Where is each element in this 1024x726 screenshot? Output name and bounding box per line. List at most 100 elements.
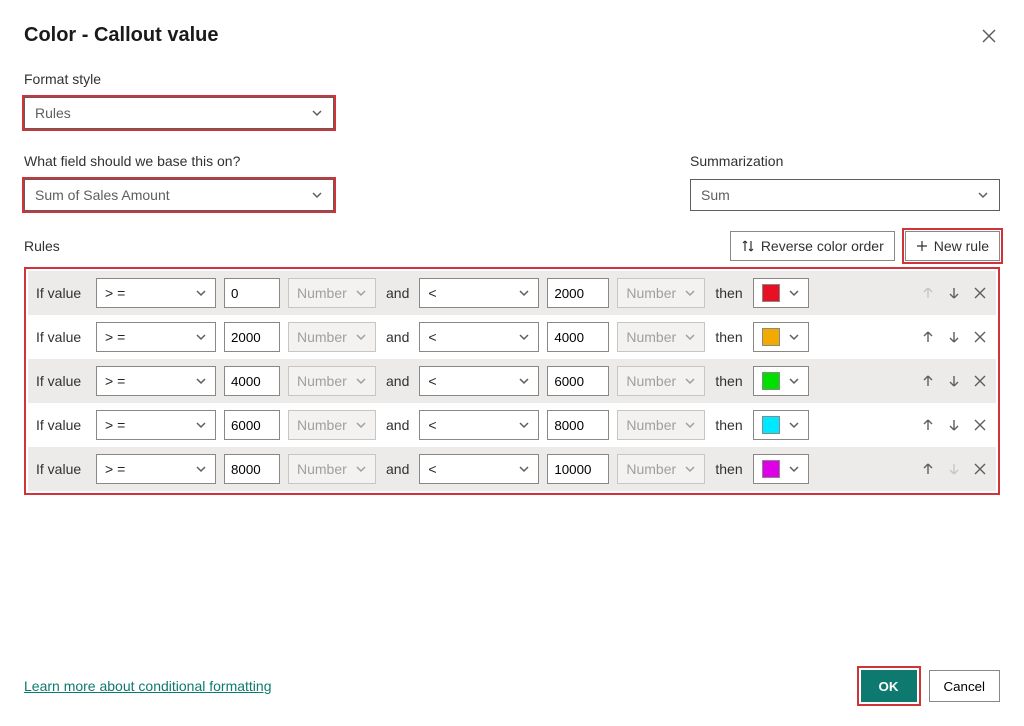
move-up-button	[920, 285, 936, 301]
type2-dropdown[interactable]: Number	[617, 278, 705, 308]
type2-dropdown[interactable]: Number	[617, 410, 705, 440]
chevron-down-icon	[195, 331, 207, 343]
operator2-dropdown[interactable]: <	[419, 278, 539, 308]
value2-input[interactable]	[547, 454, 609, 484]
operator1-dropdown[interactable]: > =	[96, 410, 216, 440]
type2-value: Number	[626, 285, 676, 301]
operator2-value: <	[428, 461, 436, 477]
move-up-button[interactable]	[920, 373, 936, 389]
chevron-down-icon	[518, 419, 530, 431]
rule-row: If value> =Numberand<Numberthen	[28, 315, 996, 359]
chevron-down-icon	[684, 331, 696, 343]
rule-row: If value> =Numberand<Numberthen	[28, 403, 996, 447]
then-label: then	[713, 461, 744, 477]
type2-dropdown[interactable]: Number	[617, 366, 705, 396]
operator1-dropdown[interactable]: > =	[96, 278, 216, 308]
color-swatch	[762, 328, 780, 346]
summarization-dropdown[interactable]: Sum	[690, 179, 1000, 211]
type1-dropdown[interactable]: Number	[288, 410, 376, 440]
operator2-dropdown[interactable]: <	[419, 410, 539, 440]
and-label: and	[384, 329, 411, 345]
value1-input[interactable]	[224, 410, 280, 440]
rules-header: Rules Reverse color order New rule	[24, 231, 1000, 261]
move-down-button[interactable]	[946, 285, 962, 301]
type2-dropdown[interactable]: Number	[617, 322, 705, 352]
format-style-label: Format style	[24, 71, 1000, 87]
field-summarization-row: What field should we base this on? Sum o…	[24, 153, 1000, 211]
format-style-dropdown[interactable]: Rules	[24, 97, 334, 129]
type2-value: Number	[626, 329, 676, 345]
cancel-button[interactable]: Cancel	[929, 670, 1001, 702]
delete-rule-button[interactable]	[972, 329, 988, 345]
plus-icon	[916, 240, 928, 252]
color-dropdown[interactable]	[753, 454, 809, 484]
value2-input[interactable]	[547, 278, 609, 308]
reverse-label: Reverse color order	[761, 238, 884, 254]
type2-value: Number	[626, 417, 676, 433]
type1-value: Number	[297, 329, 347, 345]
rule-row: If value> =Numberand<Numberthen	[28, 271, 996, 315]
chevron-down-icon	[311, 107, 323, 119]
value2-input[interactable]	[547, 410, 609, 440]
operator2-dropdown[interactable]: <	[419, 454, 539, 484]
value1-input[interactable]	[224, 454, 280, 484]
field-dropdown[interactable]: Sum of Sales Amount	[24, 179, 334, 211]
operator1-dropdown[interactable]: > =	[96, 322, 216, 352]
type1-dropdown[interactable]: Number	[288, 278, 376, 308]
move-up-button[interactable]	[920, 417, 936, 433]
type1-dropdown[interactable]: Number	[288, 366, 376, 396]
new-rule-button[interactable]: New rule	[905, 231, 1000, 261]
value2-input[interactable]	[547, 322, 609, 352]
operator2-dropdown[interactable]: <	[419, 322, 539, 352]
move-down-button[interactable]	[946, 329, 962, 345]
operator1-value: > =	[105, 329, 125, 345]
value1-input[interactable]	[224, 278, 280, 308]
value1-input[interactable]	[224, 322, 280, 352]
learn-more-link[interactable]: Learn more about conditional formatting	[24, 678, 271, 694]
color-dropdown[interactable]	[753, 278, 809, 308]
chevron-down-icon	[355, 287, 367, 299]
move-down-button[interactable]	[946, 417, 962, 433]
type2-value: Number	[626, 461, 676, 477]
type1-value: Number	[297, 417, 347, 433]
dialog-header: Color - Callout value	[24, 24, 1000, 47]
chevron-down-icon	[788, 463, 800, 475]
then-label: then	[713, 373, 744, 389]
color-swatch	[762, 284, 780, 302]
delete-rule-button[interactable]	[972, 285, 988, 301]
operator1-value: > =	[105, 373, 125, 389]
delete-rule-button[interactable]	[972, 417, 988, 433]
color-dropdown[interactable]	[753, 410, 809, 440]
then-label: then	[713, 417, 744, 433]
chevron-down-icon	[788, 419, 800, 431]
value1-input[interactable]	[224, 366, 280, 396]
operator1-dropdown[interactable]: > =	[96, 454, 216, 484]
close-button[interactable]	[978, 25, 1000, 47]
ok-button[interactable]: OK	[861, 670, 917, 702]
color-dropdown[interactable]	[753, 366, 809, 396]
dialog-title: Color - Callout value	[24, 24, 218, 47]
type1-dropdown[interactable]: Number	[288, 454, 376, 484]
rules-block: If value> =Numberand<NumberthenIf value>…	[24, 267, 1000, 495]
footer-buttons: OK Cancel	[861, 670, 1001, 702]
move-up-button[interactable]	[920, 329, 936, 345]
reverse-color-order-button[interactable]: Reverse color order	[730, 231, 895, 261]
chevron-down-icon	[977, 189, 989, 201]
chevron-down-icon	[518, 331, 530, 343]
move-up-button[interactable]	[920, 461, 936, 477]
color-dropdown[interactable]	[753, 322, 809, 352]
chevron-down-icon	[195, 419, 207, 431]
type2-dropdown[interactable]: Number	[617, 454, 705, 484]
operator1-dropdown[interactable]: > =	[96, 366, 216, 396]
value2-input[interactable]	[547, 366, 609, 396]
chevron-down-icon	[355, 463, 367, 475]
delete-rule-button[interactable]	[972, 373, 988, 389]
chevron-down-icon	[518, 375, 530, 387]
rules-label: Rules	[24, 238, 60, 254]
swap-icon	[741, 239, 755, 253]
delete-rule-button[interactable]	[972, 461, 988, 477]
chevron-down-icon	[355, 331, 367, 343]
operator2-dropdown[interactable]: <	[419, 366, 539, 396]
move-down-button[interactable]	[946, 373, 962, 389]
type1-dropdown[interactable]: Number	[288, 322, 376, 352]
